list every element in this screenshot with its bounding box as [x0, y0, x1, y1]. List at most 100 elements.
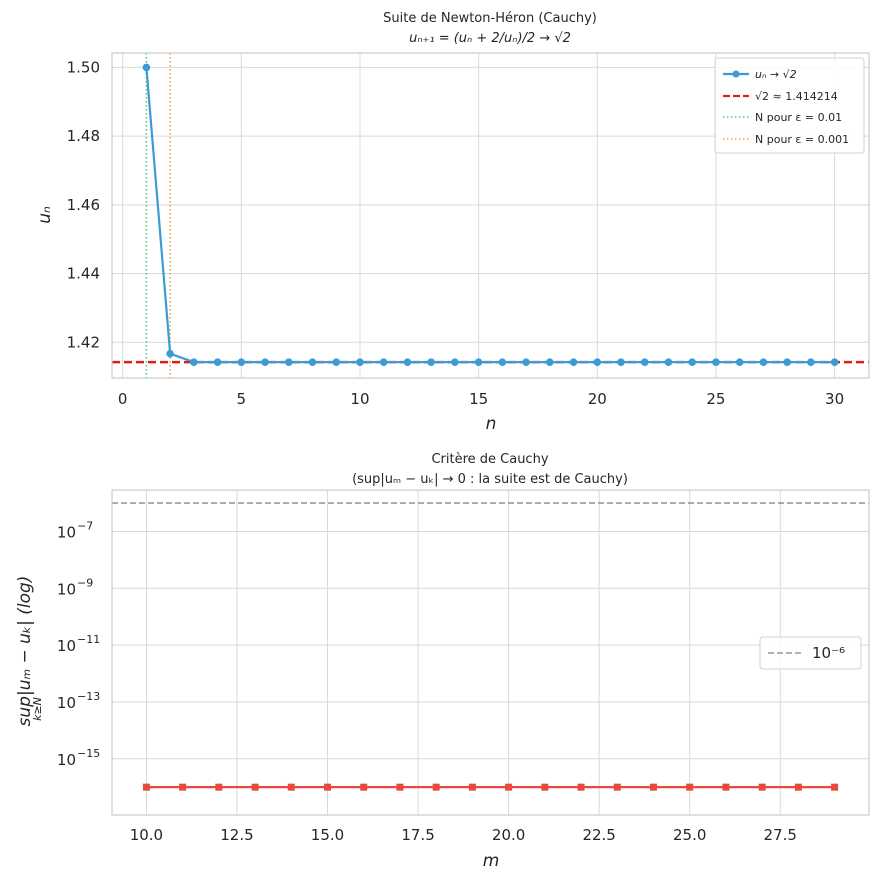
chart1-data-point — [261, 358, 269, 366]
chart2-data-point — [251, 783, 259, 791]
chart1-data-point — [735, 358, 744, 366]
chart1-data-point — [166, 349, 174, 358]
chart2-data-point — [794, 783, 802, 791]
chart1-y-tick-label: 1.50 — [67, 58, 100, 76]
chart1-x-tick-label: 5 — [237, 390, 247, 408]
chart2-title: Critère de Cauchy — [431, 452, 548, 467]
chart2-data-point — [468, 783, 476, 791]
chart1-data-point — [379, 358, 388, 366]
chart2-data-point — [432, 783, 440, 791]
chart1-data-point — [783, 358, 791, 366]
chart2-x-tick-label: 15.0 — [311, 826, 344, 844]
chart1-x-ticks: 0 5 10 15 20 25 30 — [118, 390, 844, 408]
chart1-subtitle: uₙ₊₁ = (uₙ + 2/uₙ)/2 → √2 — [409, 31, 571, 46]
chart2-x-label: m — [483, 851, 500, 871]
chart1-data-point — [712, 358, 720, 366]
chart1-data-point — [569, 358, 578, 366]
chart1-x-label: n — [486, 414, 497, 434]
chart2-data-point — [215, 783, 223, 791]
chart2-legend: 10⁻⁶ — [759, 636, 862, 670]
chart1-data-point — [688, 358, 697, 366]
chart2-x-tick-label: 17.5 — [401, 826, 434, 844]
chart2-y-tick-label: 10 — [57, 637, 76, 655]
chart2-x-ticks: 10.0 12.5 15.0 17.5 20.0 22.5 25.0 27.5 — [130, 826, 797, 844]
chart2-data-point — [324, 783, 332, 791]
chart2-x-tick-label: 25.0 — [673, 826, 706, 844]
chart1-data-point — [190, 358, 198, 366]
chart1-x-tick-label: 20 — [588, 390, 607, 408]
chart2-subtitle: (sup|uₘ − uₖ| → 0 : la suite est de Cauc… — [352, 472, 628, 487]
chart1-data-point — [807, 358, 815, 366]
chart1-data-point — [403, 358, 412, 366]
chart1-data-point — [593, 358, 602, 366]
chart2-x-tick-label: 22.5 — [582, 826, 615, 844]
chart2-x-tick-label: 27.5 — [764, 826, 797, 844]
chart1-data-point — [546, 358, 554, 366]
chart1-y-tick-label: 1.48 — [67, 127, 100, 145]
chart2-y-tick-label: 10 — [57, 580, 76, 598]
chart2-data-point — [142, 783, 150, 791]
chart1-data-point — [213, 358, 222, 366]
chart2-data-point — [649, 783, 657, 791]
legend-entry-sqrt2: √2 ≈ 1.414214 — [723, 90, 838, 103]
chart2-legend-box — [759, 636, 862, 670]
chart2-grid — [112, 490, 869, 815]
chart1-y-tick-label: 1.46 — [67, 196, 100, 214]
chart2-data-point — [613, 783, 621, 791]
chart2-y-tick-exponent: −11 — [77, 633, 100, 646]
chart2-series — [142, 783, 839, 791]
chart1-x-tick-label: 30 — [825, 390, 844, 408]
chart1-data-point — [237, 358, 246, 366]
chart2-y-tick-exponent: −9 — [77, 576, 93, 589]
chart2-y-tick-label: 10 — [57, 523, 76, 541]
chart1-data-point — [356, 358, 364, 366]
chart1-x-tick-label: 25 — [706, 390, 725, 408]
legend-entry-eps2: N pour ε = 0.001 — [723, 133, 849, 146]
legend-label-eps1: N pour ε = 0.01 — [755, 111, 842, 124]
chart1-frame — [111, 52, 870, 379]
chart2-y-label-group: sup|uₘ − uₖ| (log) k≥N — [15, 576, 44, 727]
chart1-data-point — [308, 358, 317, 366]
chart2-data-point — [722, 783, 730, 791]
chart2-data-point — [577, 783, 585, 791]
legend-marker-series — [732, 70, 740, 78]
chart1-data-point — [759, 358, 768, 366]
chart2-y-tick-exponent: −15 — [77, 747, 100, 760]
chart1-data-point — [522, 358, 530, 366]
chart2-data-point — [360, 783, 368, 791]
chart1-y-ticks: 1.42 1.44 1.46 1.48 1.50 — [67, 58, 100, 351]
legend-label-series: uₙ → √2 — [755, 68, 797, 81]
chart1-y-label: uₙ — [35, 206, 55, 224]
chart1-legend-box — [714, 57, 865, 154]
chart1-data-point — [617, 358, 625, 366]
chart1-data-point — [474, 358, 483, 366]
chart1-data-point — [332, 358, 341, 366]
chart2-y-label-subscript: k≥N — [31, 697, 44, 721]
chart1-data-point — [664, 358, 673, 366]
chart2-frame — [111, 489, 870, 816]
chart1-x-tick-label: 0 — [118, 390, 128, 408]
chart1-series — [142, 63, 839, 366]
chart2-data-point — [505, 783, 513, 791]
chart1-y-tick-label: 1.44 — [67, 265, 100, 283]
chart1-data-point — [498, 358, 507, 366]
chart2-data-point — [541, 783, 549, 791]
chart2-data-point — [831, 783, 839, 791]
chart1-data-point — [142, 63, 151, 72]
chart1-series-line — [145, 67, 835, 364]
chart1-data-point — [451, 358, 459, 366]
chart1-x-tick-label: 10 — [350, 390, 369, 408]
chart2-y-tick-exponent: −7 — [77, 519, 93, 532]
chart2-data-point — [287, 783, 295, 791]
chart1-data-point — [830, 358, 839, 366]
chart2-data-point — [686, 783, 694, 791]
chart2-data-point — [179, 783, 187, 791]
chart1-legend: uₙ → √2 √2 ≈ 1.414214 N pour ε = 0.01 N … — [714, 57, 865, 154]
chart1-x-tick-label: 15 — [469, 390, 488, 408]
chart2-y-tick-label: 10 — [57, 751, 76, 769]
chart2-x-tick-label: 10.0 — [130, 826, 163, 844]
chart2-data-point — [758, 783, 766, 791]
